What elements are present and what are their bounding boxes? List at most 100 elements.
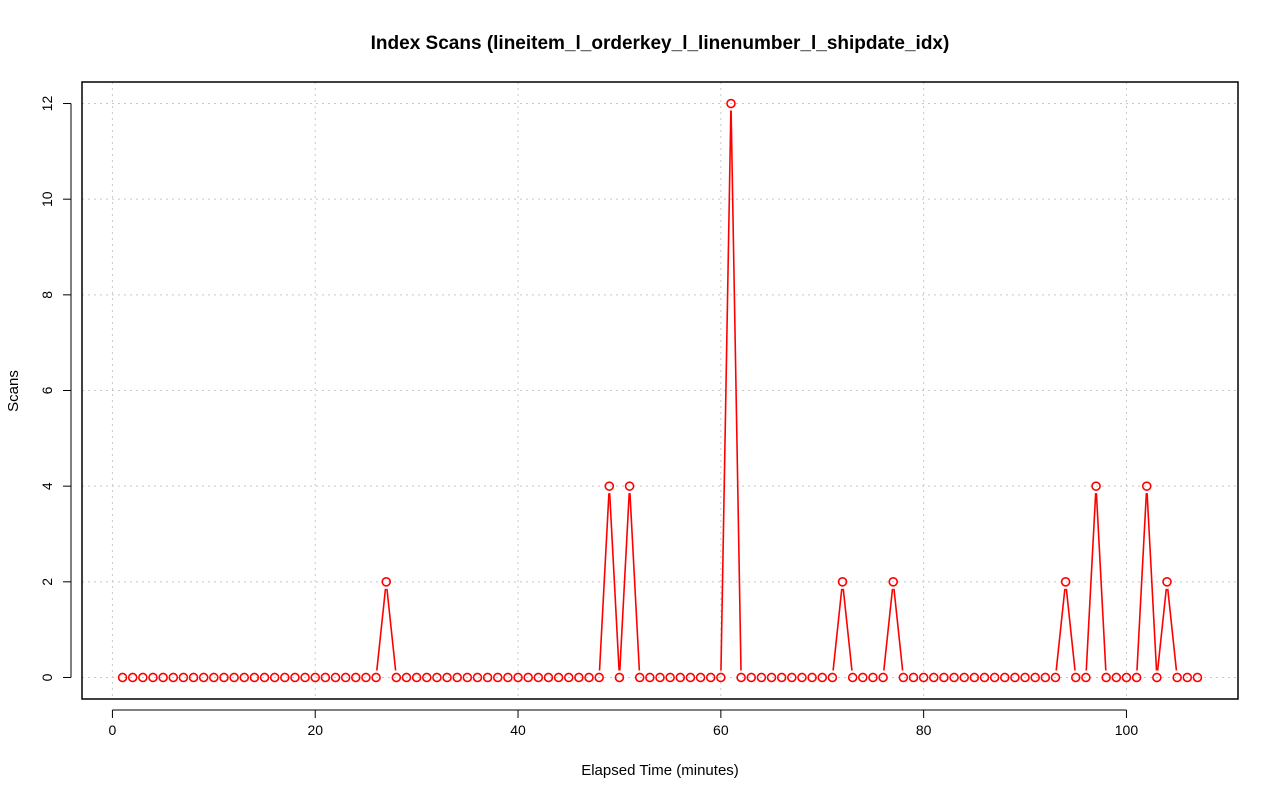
y-tick-label: 12	[39, 96, 55, 112]
data-point	[776, 672, 787, 683]
series-segment	[608, 493, 620, 671]
data-point	[320, 672, 331, 683]
series-segment	[893, 588, 904, 671]
y-tick-label: 8	[39, 291, 55, 299]
data-point	[685, 672, 696, 683]
data-point	[989, 672, 1000, 683]
data-point	[1040, 672, 1051, 683]
data-point	[462, 672, 473, 683]
data-point	[594, 672, 604, 683]
x-tick-label: 20	[307, 722, 323, 738]
data-point	[523, 672, 533, 683]
data-series	[117, 98, 1203, 683]
data-point	[918, 672, 929, 683]
data-point	[1070, 672, 1081, 683]
series-segment	[720, 110, 732, 671]
series-segment	[1166, 588, 1178, 671]
data-point	[969, 672, 980, 683]
y-tick-label: 10	[39, 191, 55, 207]
data-point	[290, 672, 300, 683]
series-segment	[598, 493, 610, 671]
data-point	[1152, 672, 1162, 683]
data-point	[371, 672, 381, 683]
data-point	[746, 672, 757, 683]
series-segment	[883, 588, 894, 671]
data-point	[1121, 672, 1132, 683]
data-point	[280, 672, 290, 683]
data-point	[827, 672, 838, 683]
y-axis-label: Scans	[5, 370, 22, 412]
data-point	[807, 672, 817, 683]
data-point	[432, 672, 442, 683]
series-segment	[1146, 493, 1158, 671]
data-point	[350, 672, 361, 683]
data-point	[1131, 672, 1142, 683]
x-tick-label: 100	[1115, 722, 1139, 738]
data-point	[574, 672, 584, 683]
data-point	[239, 672, 250, 683]
data-point	[847, 672, 858, 683]
data-point	[1172, 672, 1182, 683]
data-point	[188, 672, 199, 683]
data-point	[766, 672, 777, 683]
data-point	[138, 672, 148, 683]
x-axis-label: Elapsed Time (minutes)	[581, 762, 739, 779]
series-segment	[386, 588, 397, 671]
data-point	[259, 672, 270, 683]
data-point	[178, 672, 189, 683]
data-point	[939, 672, 949, 683]
data-point	[1192, 672, 1203, 683]
data-point	[868, 672, 878, 683]
data-point	[1081, 672, 1091, 683]
grid	[82, 82, 1238, 699]
data-point	[158, 672, 168, 683]
data-point	[300, 672, 310, 683]
x-tick-label: 60	[713, 722, 729, 738]
data-point	[1020, 672, 1030, 683]
data-point	[584, 672, 594, 683]
data-point	[421, 672, 432, 683]
data-point	[127, 672, 138, 683]
data-point	[1111, 672, 1122, 683]
data-point	[330, 672, 341, 683]
data-point	[442, 672, 452, 683]
series-segment	[832, 588, 843, 671]
x-tick-label: 0	[109, 722, 117, 738]
data-point	[614, 672, 625, 683]
series-segment	[629, 493, 641, 671]
data-point	[645, 672, 655, 683]
data-point	[219, 672, 229, 683]
data-point	[482, 672, 493, 683]
data-point	[655, 672, 665, 683]
data-point	[1060, 577, 1071, 587]
data-point	[878, 672, 888, 683]
plot-frame	[81, 81, 1239, 700]
series-segment	[1156, 588, 1168, 671]
data-point	[452, 672, 462, 683]
axes: 0 20 40 60 80 100 0 2 4 6 8 10 12	[39, 96, 1138, 738]
data-point	[928, 672, 939, 683]
chart-title: Index Scans (lineitem_l_orderkey_l_linen…	[371, 33, 950, 54]
data-point	[1101, 672, 1111, 683]
data-point	[756, 672, 767, 683]
series-segment	[1085, 493, 1097, 671]
series-segment	[842, 588, 853, 671]
data-point	[391, 672, 402, 683]
data-point	[401, 672, 412, 683]
data-point	[675, 672, 686, 683]
data-point	[979, 672, 990, 683]
data-point	[381, 577, 392, 587]
data-point	[787, 672, 797, 683]
data-point	[503, 672, 513, 683]
data-point	[117, 672, 128, 683]
data-point	[695, 672, 706, 683]
data-point	[858, 672, 868, 683]
data-point	[310, 672, 321, 683]
data-point	[148, 672, 158, 683]
data-point	[736, 672, 746, 683]
data-point	[888, 577, 899, 587]
data-point	[269, 672, 280, 683]
data-point	[209, 672, 219, 683]
data-point	[817, 672, 828, 683]
